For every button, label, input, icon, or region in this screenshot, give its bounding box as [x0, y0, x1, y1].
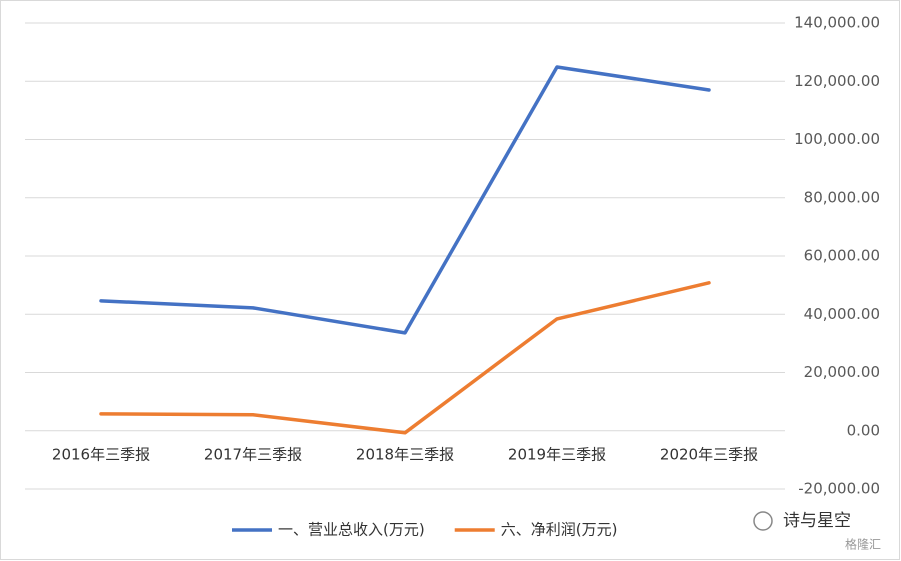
- watermark-source: 格隆汇: [845, 537, 881, 552]
- y-tick-label: 140,000.00: [794, 14, 880, 32]
- x-tick-label: 2020年三季报: [660, 445, 758, 463]
- x-tick-label: 2019年三季报: [508, 445, 606, 463]
- y-tick-label: 40,000.00: [804, 305, 880, 323]
- y-tick-label: 20,000.00: [804, 363, 880, 381]
- x-tick-label: 2017年三季报: [204, 445, 302, 463]
- watermark-icon: [753, 511, 773, 531]
- legend-label: 六、净利润(万元): [501, 521, 618, 539]
- legend-label: 一、营业总收入(万元): [278, 521, 425, 539]
- watermark-text: 诗与星空: [783, 511, 851, 531]
- y-tick-label: 0.00: [847, 421, 880, 439]
- y-tick-label: 60,000.00: [804, 247, 880, 265]
- y-tick-label: 100,000.00: [794, 130, 880, 148]
- watermark: 诗与星空 格隆汇: [753, 511, 881, 552]
- x-tick-label: 2018年三季报: [356, 445, 454, 463]
- y-tick-label: 80,000.00: [804, 188, 880, 206]
- line-series: [99, 65, 711, 335]
- x-tick-label: 2016年三季报: [52, 445, 150, 463]
- y-tick-label: -20,000.00: [798, 480, 880, 498]
- y-tick-label: 120,000.00: [794, 72, 880, 90]
- line-series: [99, 281, 711, 435]
